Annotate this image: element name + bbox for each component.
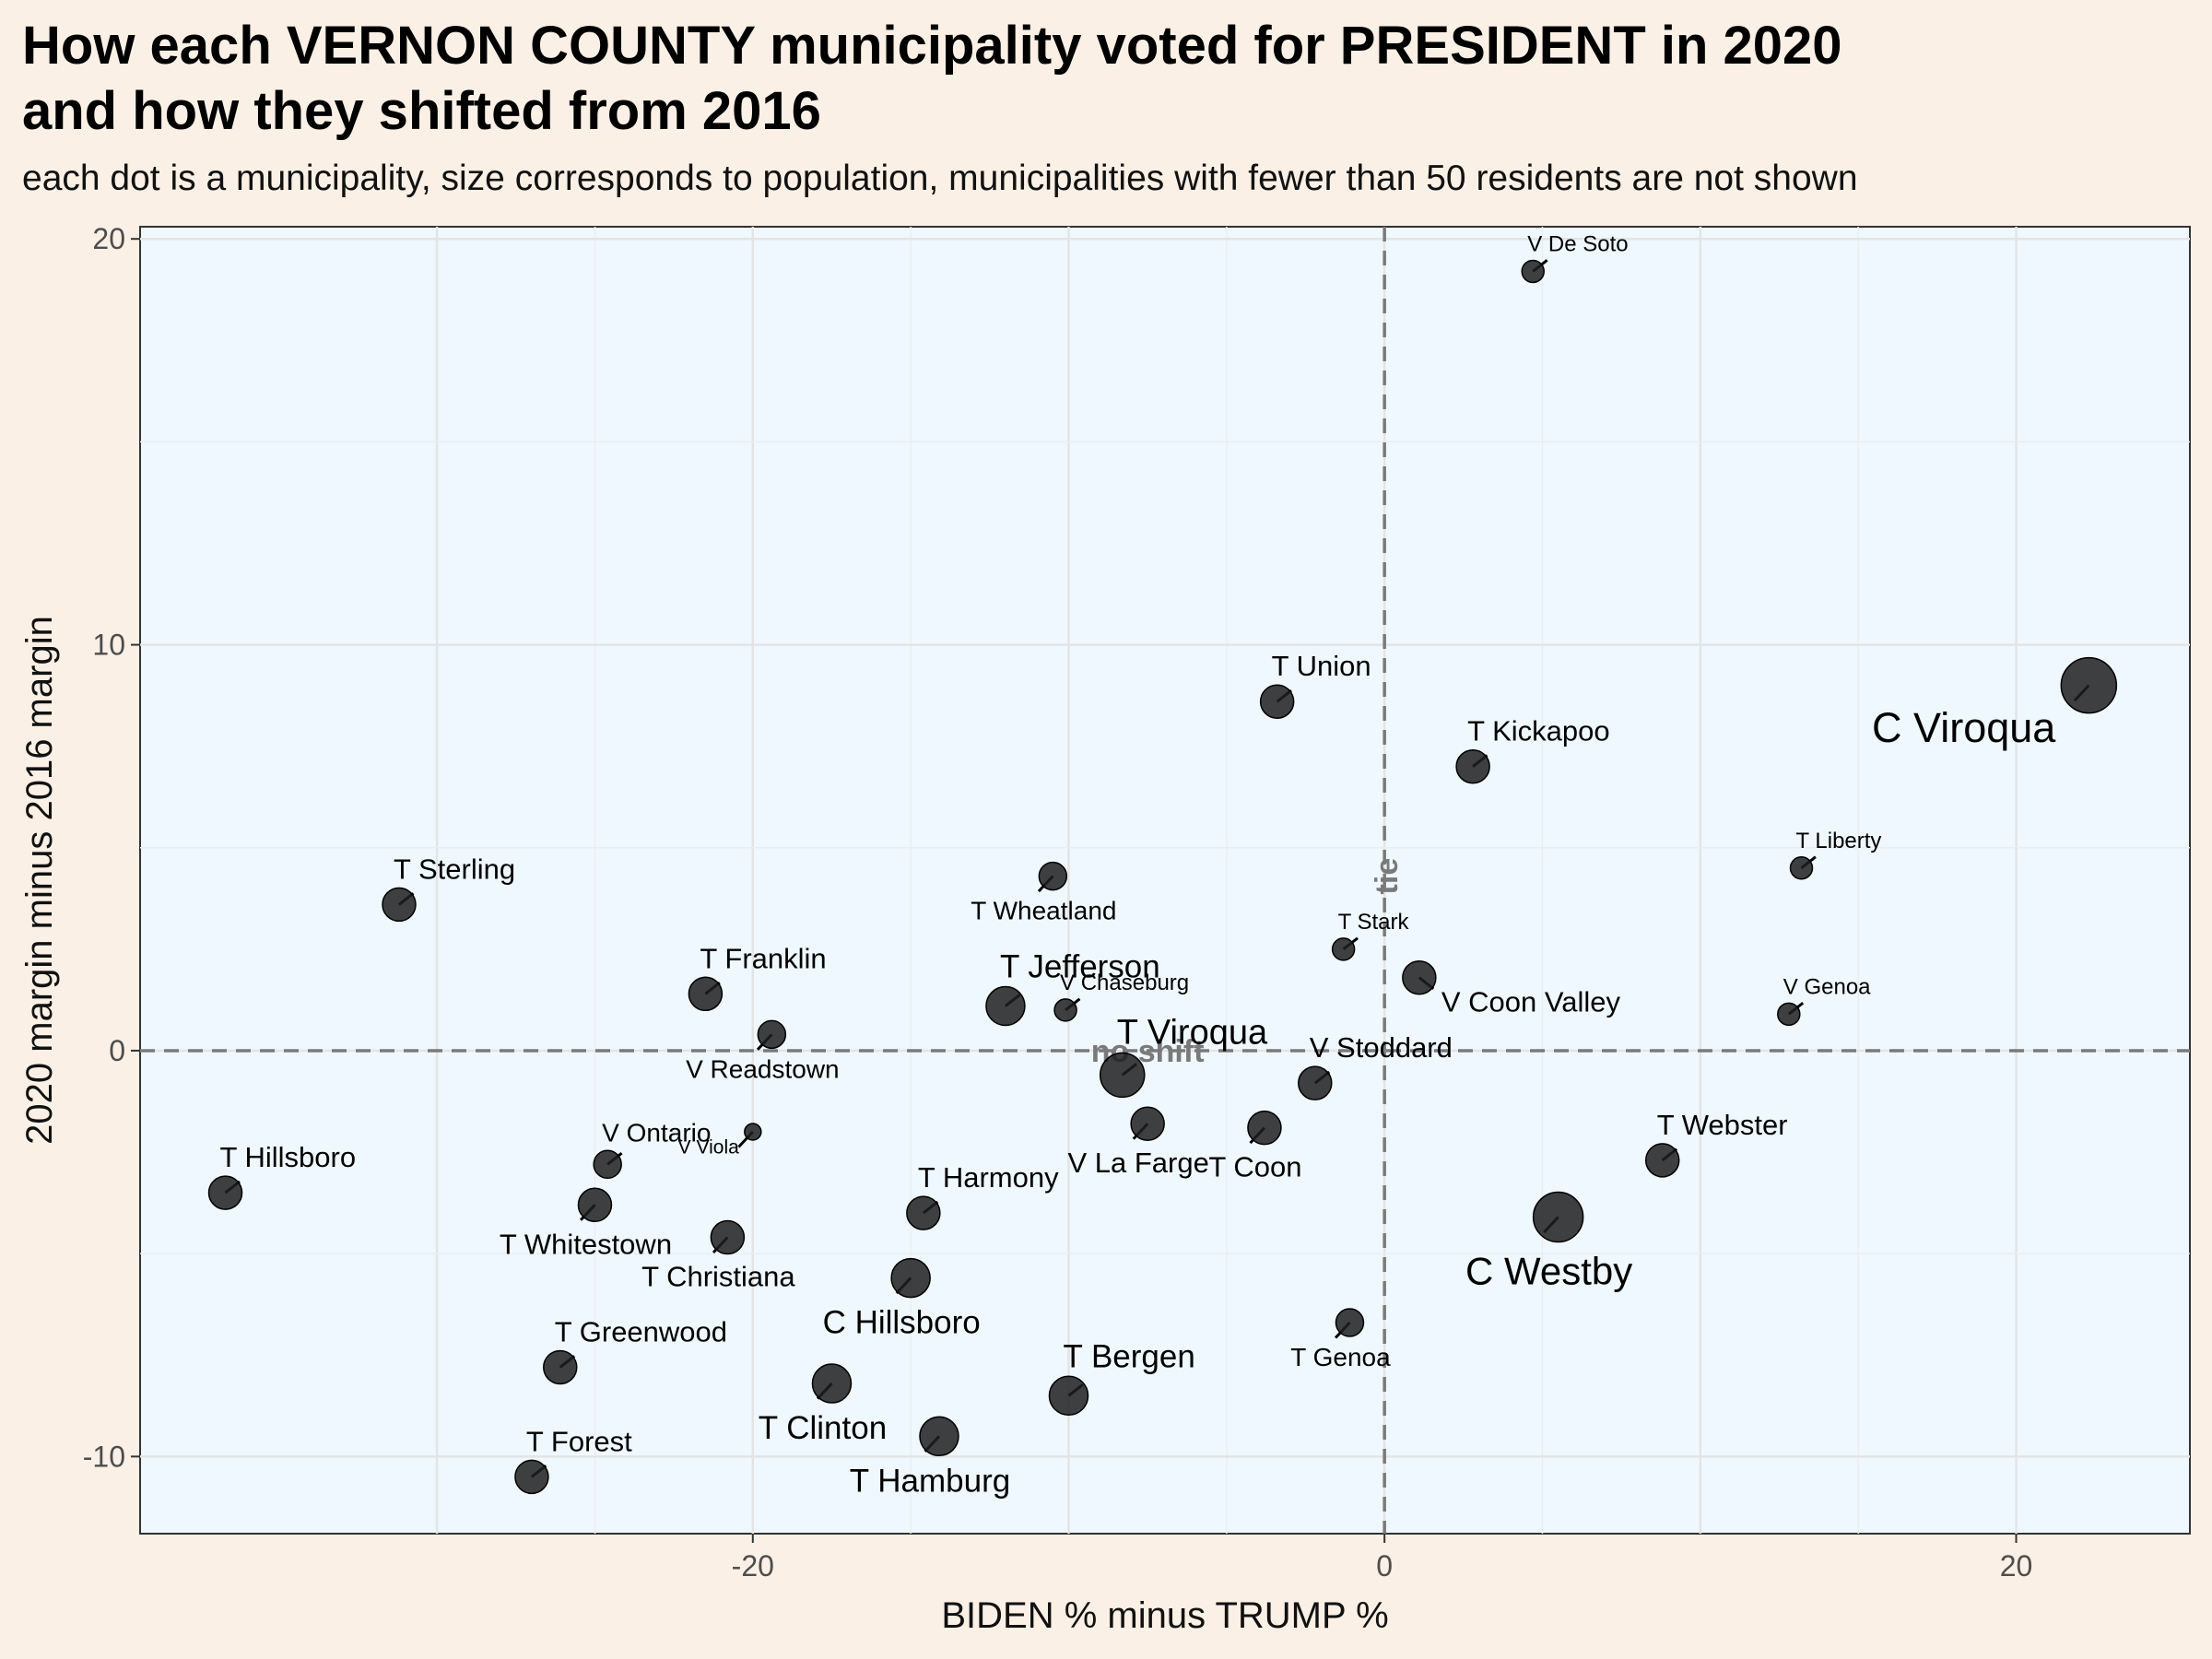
data-point: [811, 1363, 853, 1404]
data-point: [2060, 656, 2118, 714]
point-label: T Kickapoo: [1467, 715, 1610, 747]
point-label: T Greenwood: [555, 1315, 727, 1347]
point-label: T Liberty: [1796, 829, 1882, 853]
data-points: [207, 259, 2118, 1495]
point-label: T Clinton: [759, 1410, 887, 1446]
point-label: V Genoa: [1783, 974, 1871, 999]
data-point: [1402, 959, 1437, 995]
point-label: T Coon: [1208, 1151, 1301, 1183]
gridlines: [140, 227, 2190, 1534]
data-point: [1298, 1065, 1333, 1100]
data-point: [688, 976, 724, 1012]
point-label: V Ontario: [602, 1118, 711, 1147]
data-point: [514, 1459, 549, 1495]
point-label: V Readstown: [686, 1054, 840, 1083]
data-point: [906, 1195, 941, 1230]
point-label: T Franklin: [700, 942, 826, 974]
chart-title: How each VERNON COUNTY municipality vote…: [22, 13, 1842, 144]
data-point: [1644, 1143, 1680, 1178]
data-point: [1130, 1106, 1165, 1141]
point-label: T Webster: [1657, 1109, 1788, 1141]
data-point: [1777, 1002, 1801, 1027]
point-label: T Viroqua: [1117, 1013, 1268, 1052]
point-label: T Hamburg: [850, 1463, 1010, 1499]
data-point: [744, 1123, 762, 1141]
point-label: V Stoddard: [1310, 1031, 1453, 1064]
plot-panel: [139, 226, 2191, 1535]
data-point: [1532, 1191, 1584, 1243]
data-point: [577, 1187, 613, 1223]
data-point: [1048, 1375, 1089, 1417]
point-label: V Coon Valley: [1441, 985, 1621, 1018]
point-label: C Westby: [1465, 1250, 1632, 1293]
x-tick-label: 20: [2000, 1549, 2033, 1583]
point-label: T Whitestown: [500, 1228, 672, 1260]
data-point: [1521, 259, 1545, 284]
y-tick-label: 20: [92, 222, 125, 255]
data-point: [593, 1149, 622, 1180]
x-axis-label: BIDEN % minus TRUMP %: [941, 1595, 1388, 1636]
y-tick-label: -10: [83, 1440, 125, 1473]
point-label: V Chaseburg: [1060, 971, 1189, 995]
x-tick-label: 0: [1376, 1549, 1393, 1583]
title-line-1: How each VERNON COUNTY municipality vote…: [22, 16, 1842, 76]
data-point: [1247, 1110, 1282, 1146]
data-point: [1038, 861, 1068, 891]
data-point: [890, 1257, 931, 1299]
point-label: T Harmony: [918, 1161, 1059, 1194]
point-label: T Christiana: [641, 1261, 795, 1293]
point-labels: V De Soto C Viroqua T Union T Kickapoo T Lib…: [220, 231, 2057, 1499]
point-label: T Forest: [526, 1425, 632, 1457]
data-point: [985, 985, 1026, 1027]
y-tick-label: 0: [109, 1034, 125, 1067]
tie-label: tie: [1370, 858, 1405, 895]
data-point: [1335, 1308, 1365, 1337]
data-point: [382, 887, 417, 923]
axes: -20 0 20 -10 0 10 20: [83, 222, 2033, 1583]
point-label: T Jefferson: [1000, 949, 1160, 985]
y-tick-label: 10: [92, 629, 125, 662]
point-label: T Hillsboro: [220, 1141, 357, 1173]
data-point: [543, 1349, 578, 1385]
point-label: V De Soto: [1527, 231, 1628, 256]
chart-subtitle: each dot is a municipality, size corresp…: [22, 159, 1858, 198]
data-point: [207, 1175, 243, 1210]
point-label: V La Farge: [1067, 1147, 1208, 1179]
x-tick-label: -20: [732, 1549, 774, 1583]
point-label: T Wheatland: [971, 897, 1116, 925]
data-point: [1053, 998, 1077, 1022]
point-label: T Sterling: [394, 853, 515, 885]
data-point: [919, 1416, 959, 1457]
point-label: T Union: [1272, 650, 1371, 682]
point-label: T Bergen: [1063, 1338, 1194, 1374]
title-line-2: and how they shifted from 2016: [22, 81, 821, 141]
data-point: [1455, 748, 1490, 784]
y-axis-label: 2020 margin minus 2016 margin: [19, 616, 60, 1145]
data-point: [710, 1219, 746, 1255]
point-label: V Viola: [678, 1137, 739, 1159]
data-point: [1789, 856, 1814, 880]
data-point: [1331, 937, 1356, 961]
point-label: T Stark: [1338, 910, 1410, 935]
point-label: C Viroqua: [1872, 704, 2056, 751]
data-point: [1259, 684, 1295, 719]
point-label: C Hillsboro: [823, 1305, 981, 1341]
point-label: T Genoa: [1290, 1343, 1391, 1371]
data-point: [757, 1019, 787, 1050]
data-point: [1099, 1052, 1146, 1099]
